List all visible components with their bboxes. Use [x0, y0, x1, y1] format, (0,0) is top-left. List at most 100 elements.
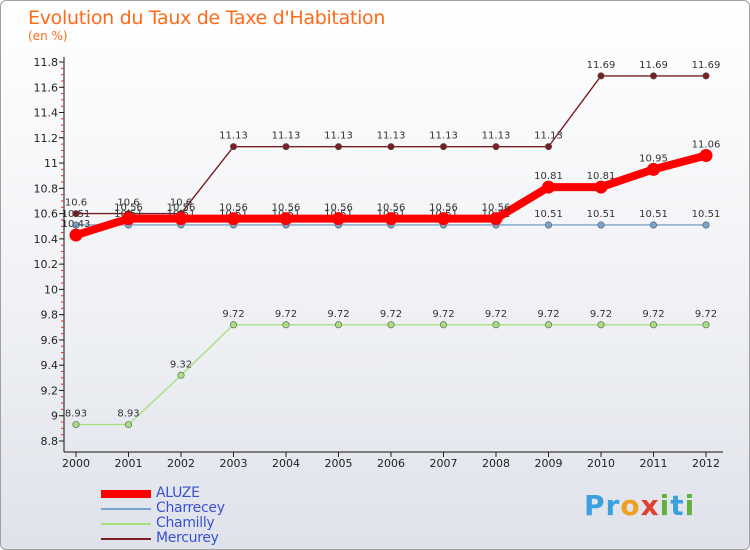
data-label-chamilly: 8.93	[65, 409, 87, 420]
data-label-chamilly: 9.32	[170, 359, 192, 370]
chart-title: Evolution du Taux de Taxe d'Habitation	[28, 7, 386, 29]
data-point-aluze	[227, 212, 240, 226]
data-point-aluze	[122, 212, 135, 226]
chart-subtitle: (en %)	[28, 29, 68, 43]
data-label-aluze: 10.56	[114, 203, 143, 214]
data-label-chamilly: 9.72	[537, 309, 559, 320]
data-label-mercurey: 10.6	[65, 198, 87, 209]
data-point-chamilly	[334, 321, 342, 329]
data-point-aluze	[647, 162, 660, 176]
data-point-mercurey	[702, 72, 710, 80]
y-tick-label: 11.4	[34, 107, 59, 120]
x-tick-label: 2008	[482, 457, 510, 470]
data-label-aluze: 10.56	[482, 203, 511, 214]
data-point-charrecey	[597, 221, 605, 229]
logo-letter: t	[670, 489, 685, 522]
x-tick-label: 2009	[535, 457, 563, 470]
data-label-chamilly: 9.72	[485, 309, 507, 320]
legend-item-chamilly: Chamilly	[101, 515, 301, 532]
data-point-aluze	[174, 212, 188, 226]
legend-item-mercurey: Mercurey	[101, 530, 301, 547]
data-label-chamilly: 9.72	[275, 309, 297, 320]
y-tick-label: 10.2	[34, 258, 59, 271]
data-label-aluze: 10.43	[62, 219, 91, 230]
logo-letter: i	[684, 489, 696, 522]
data-label-charrecey: 10.51	[692, 209, 721, 220]
logo-letter: x	[640, 489, 660, 522]
data-point-chamilly	[597, 321, 605, 329]
data-label-mercurey: 11.13	[534, 131, 563, 142]
y-tick-label: 9	[51, 410, 58, 423]
data-point-aluze	[279, 212, 293, 226]
legend-swatch-aluze	[101, 490, 151, 498]
x-tick-label: 2011	[640, 457, 668, 470]
y-tick-label: 11.6	[34, 81, 59, 94]
data-point-mercurey	[439, 143, 447, 151]
data-label-mercurey: 11.13	[482, 131, 511, 142]
data-label-charrecey: 10.51	[587, 209, 616, 220]
data-label-mercurey: 11.13	[219, 131, 248, 142]
legend-label-mercurey: Mercurey	[156, 530, 219, 546]
y-tick-label: 9.2	[41, 384, 59, 397]
data-label-chamilly: 9.72	[222, 309, 244, 320]
legend-label-chamilly: Chamilly	[156, 515, 215, 531]
x-tick-label: 2004	[272, 457, 300, 470]
data-point-mercurey	[387, 143, 395, 151]
data-label-mercurey: 11.69	[639, 60, 668, 71]
data-point-chamilly	[177, 371, 185, 379]
data-point-aluze	[69, 228, 83, 242]
x-tick-label: 2001	[115, 457, 143, 470]
logo-letter: r	[605, 489, 621, 522]
data-point-mercurey	[597, 72, 605, 80]
legend-item-charrecey: Charrecey	[101, 500, 301, 517]
data-point-chamilly	[439, 321, 447, 329]
x-tick-label: 2012	[692, 457, 720, 470]
data-label-aluze: 10.56	[167, 203, 196, 214]
logo-letter: i	[659, 489, 671, 522]
data-label-aluze: 10.56	[377, 203, 406, 214]
data-label-chamilly: 9.72	[380, 309, 402, 320]
data-point-chamilly	[544, 321, 552, 329]
proxiti-logo: Proxiti	[584, 489, 695, 522]
data-point-chamilly	[387, 321, 395, 329]
data-label-chamilly: 9.72	[590, 309, 612, 320]
legend-swatch-chamilly	[101, 523, 151, 525]
y-tick-label: 10.6	[34, 208, 59, 221]
x-tick-label: 2010	[587, 457, 615, 470]
data-label-chamilly: 9.72	[695, 309, 717, 320]
y-tick-label: 9.8	[41, 309, 59, 322]
y-tick-label: 10.8	[34, 182, 59, 195]
data-point-charrecey	[649, 221, 657, 229]
y-tick-label: 10	[44, 283, 58, 296]
data-point-chamilly	[72, 421, 80, 429]
x-tick-label: 2002	[167, 457, 195, 470]
x-tick-label: 2003	[220, 457, 248, 470]
y-tick-label: 8.8	[41, 435, 59, 448]
data-point-chamilly	[702, 321, 710, 329]
data-point-charrecey	[702, 221, 710, 229]
data-label-mercurey: 11.69	[587, 60, 616, 71]
data-point-mercurey	[334, 143, 342, 151]
data-label-mercurey: 11.13	[429, 131, 458, 142]
data-point-mercurey	[282, 143, 290, 151]
data-label-aluze: 10.95	[639, 153, 668, 164]
data-point-charrecey	[544, 221, 552, 229]
data-point-aluze	[489, 212, 503, 226]
data-point-charrecey	[72, 221, 80, 229]
legend-swatch-charrecey	[101, 508, 151, 510]
data-label-mercurey: 11.13	[377, 131, 406, 142]
y-tick-label: 11.2	[34, 132, 59, 145]
data-label-chamilly: 8.93	[117, 409, 139, 420]
data-point-mercurey	[649, 72, 657, 80]
data-point-aluze	[594, 180, 608, 194]
data-label-chamilly: 9.72	[642, 309, 664, 320]
y-tick-label: 9.6	[41, 334, 59, 347]
data-label-mercurey: 10.6	[117, 198, 139, 209]
data-point-aluze	[384, 212, 398, 226]
data-label-aluze: 10.56	[272, 203, 301, 214]
data-label-aluze: 10.56	[219, 203, 248, 214]
data-label-mercurey: 11.69	[692, 60, 721, 71]
data-point-aluze	[437, 212, 450, 226]
